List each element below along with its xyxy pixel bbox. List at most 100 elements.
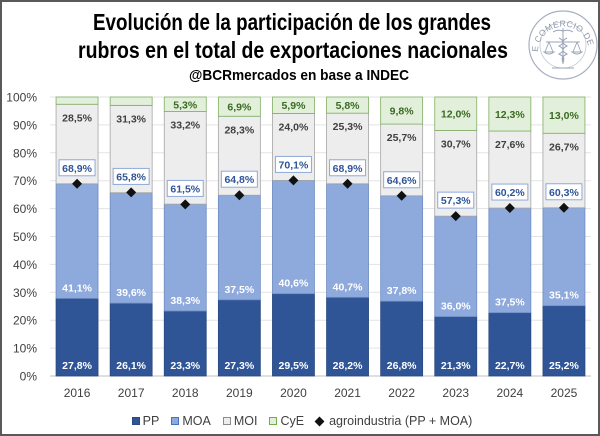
legend-swatch-moa-icon: [171, 417, 180, 425]
data-label-moa: 40,7%: [333, 281, 363, 293]
data-label-cye: 5,3%: [173, 99, 198, 111]
legend-label-moa: MOA: [182, 414, 211, 428]
agroindustria-label-box: [58, 159, 96, 177]
bar-segment-cye-2021: [326, 96, 369, 114]
bar-segment-cye-2023: [434, 96, 478, 131]
data-label-pp: 26,1%: [116, 360, 146, 372]
bar-segment-moa-2023: [434, 215, 478, 317]
bar-segment-moa-2016: [55, 183, 99, 299]
y-tick-label: 100%: [6, 91, 37, 105]
agroindustria-marker-2025: [558, 202, 569, 213]
bar-segment-pp-2016: [55, 298, 99, 377]
agroindustria-marker-2019: [234, 190, 245, 201]
data-label-moi: 30,7%: [441, 138, 471, 150]
x-tick-label: 2025: [551, 386, 578, 400]
data-label-moa: 36,0%: [441, 301, 471, 313]
data-label-moi: 27,6%: [495, 139, 525, 151]
agroindustria-label: 70,1%: [279, 159, 309, 171]
legend-swatch-cye-icon: [269, 417, 278, 425]
data-label-cye: 12,0%: [441, 109, 471, 121]
agroindustria-label-box: [491, 183, 529, 201]
data-label-moi: 25,7%: [387, 132, 417, 144]
agroindustria-marker-2021: [342, 178, 353, 189]
agroindustria-label-box: [112, 167, 150, 185]
chart-title-line1: Evolución de la participación de los gra…: [93, 9, 491, 35]
data-label-pp: 29,5%: [279, 360, 309, 372]
x-tick-label: 2020: [280, 386, 307, 400]
legend-item-moa: MOA: [171, 414, 211, 428]
agroindustria-marker-2017: [126, 187, 137, 198]
data-label-moi: 31,3%: [116, 113, 146, 125]
data-label-moi: 28,3%: [224, 124, 254, 136]
bar-segment-cye-2024: [488, 96, 532, 132]
agroindustria-label: 68,9%: [333, 163, 363, 175]
y-tick-label: 30%: [13, 286, 37, 300]
agroindustria-label-box: [437, 191, 475, 209]
data-label-pp: 27,3%: [224, 360, 254, 372]
y-tick-label: 80%: [13, 146, 37, 160]
bar-segment-pp-2018: [163, 310, 207, 377]
bar-segment-pp-2024: [488, 312, 532, 377]
y-tick-label: 70%: [13, 174, 37, 188]
bar-segment-moa-2024: [488, 207, 532, 314]
legend-swatch-pp-icon: [131, 417, 140, 425]
agroindustria-marker-2016: [72, 178, 83, 189]
data-label-moa: 37,5%: [224, 284, 254, 296]
bar-segment-moa-2018: [163, 203, 207, 312]
agroindustria-marker-2018: [180, 199, 191, 210]
agroindustria-label: 60,3%: [549, 187, 579, 199]
data-label-pp: 28,2%: [333, 360, 363, 372]
agroindustria-label-box: [545, 183, 583, 201]
legend-item-pp: PP: [131, 414, 160, 428]
x-tick-label: 2024: [496, 386, 523, 400]
bar-segment-cye-2016: [55, 96, 99, 105]
agroindustria-marker-2022: [396, 190, 407, 201]
agroindustria-label: 65,8%: [116, 171, 146, 183]
chart-subtitle: @BCRmercados en base a INDEC: [189, 67, 409, 84]
agroindustria-marker-2023: [450, 211, 461, 222]
y-tick-label: 60%: [13, 202, 37, 216]
x-tick-label: 2016: [64, 386, 91, 400]
agroindustria-label: 57,3%: [441, 195, 471, 207]
agroindustria-label-box: [166, 179, 204, 197]
agroindustria-label: 61,5%: [170, 183, 200, 195]
bar-segment-pp-2020: [272, 293, 315, 377]
axes: 0% 10% 20% 30% 40% 50% 60% 70% 80% 90% 100% 2016 201…: [6, 91, 577, 401]
x-tick-label: 2022: [388, 386, 415, 400]
data-label-cye: 5,8%: [336, 100, 361, 112]
agroindustria-marker-2024: [504, 203, 515, 214]
bar-segment-cye-2019: [217, 96, 261, 117]
agroindustria-label-box: [220, 170, 258, 188]
data-label-moa: 39,6%: [116, 287, 146, 299]
y-tick-label: 10%: [13, 342, 37, 356]
data-label-cye: 6,9%: [227, 102, 252, 114]
x-tick-label: 2019: [226, 386, 253, 400]
legend-label-pp: PP: [142, 414, 160, 428]
y-tick-label: 40%: [13, 258, 37, 272]
data-label-moa: 37,5%: [495, 297, 525, 309]
data-label-moa: 40,6%: [279, 278, 309, 290]
bar-segment-moa-2017: [109, 192, 153, 304]
data-label-cye: 9,8%: [390, 106, 415, 118]
data-label-pp: 27,8%: [62, 360, 92, 372]
data-label-pp: 22,7%: [495, 360, 525, 372]
y-tick-label: 0%: [20, 370, 38, 384]
bar-segment-moa-2021: [326, 183, 369, 298]
bar-segment-pp-2025: [542, 305, 586, 377]
agroindustria-marker-2020: [288, 175, 299, 186]
y-tick-label: 50%: [13, 230, 37, 244]
bar-segment-moa-2022: [380, 195, 424, 302]
y-tick-label: 90%: [13, 118, 37, 132]
data-label-moi: 24,0%: [279, 121, 309, 133]
data-label-moa: 38,3%: [170, 295, 200, 307]
data-label-pp: 23,3%: [170, 360, 200, 372]
x-tick-label: 2023: [442, 386, 469, 400]
data-label-moi: 26,7%: [549, 141, 579, 153]
y-tick-label: 20%: [13, 314, 37, 328]
data-label-moi: 28,5%: [62, 112, 92, 124]
bar-segment-moa-2019: [217, 194, 261, 301]
data-label-cye: 5,9%: [281, 100, 306, 112]
legend-item-cye: CyE: [269, 414, 304, 428]
data-label-moa: 41,1%: [62, 282, 92, 294]
bar-segment-pp-2022: [380, 300, 424, 377]
